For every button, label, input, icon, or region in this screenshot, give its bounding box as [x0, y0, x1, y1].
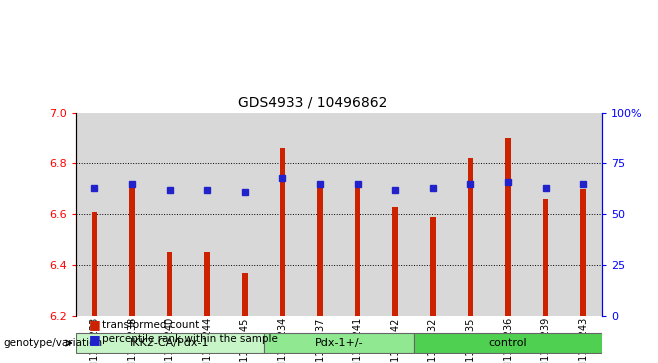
Text: control: control — [489, 338, 527, 348]
Text: genotype/variation: genotype/variation — [3, 338, 103, 348]
Bar — [91, 212, 97, 316]
Bar — [451, 113, 490, 316]
Bar — [301, 113, 339, 316]
Bar — [430, 217, 436, 316]
Bar — [468, 158, 473, 316]
Bar — [205, 252, 210, 316]
FancyBboxPatch shape — [76, 333, 264, 353]
Bar — [580, 189, 586, 316]
Bar — [188, 113, 226, 316]
Bar — [527, 113, 565, 316]
Bar — [505, 138, 511, 316]
Bar — [167, 252, 172, 316]
Bar — [543, 199, 549, 316]
Bar — [339, 113, 376, 316]
Title: GDS4933 / 10496862: GDS4933 / 10496862 — [238, 96, 388, 110]
Bar — [317, 184, 323, 316]
FancyBboxPatch shape — [414, 333, 602, 353]
Bar — [414, 113, 451, 316]
Text: ■: ■ — [89, 333, 101, 346]
Bar — [355, 181, 361, 316]
Bar — [376, 113, 414, 316]
Bar — [226, 113, 264, 316]
Bar — [392, 207, 398, 316]
Bar — [264, 113, 301, 316]
Bar — [565, 113, 602, 316]
Bar — [113, 113, 151, 316]
Text: Pdx-1+/-: Pdx-1+/- — [315, 338, 363, 348]
Text: IKK2-CA/Pdx-1: IKK2-CA/Pdx-1 — [130, 338, 209, 348]
Text: transformed count: transformed count — [102, 320, 199, 330]
Bar — [242, 273, 247, 316]
Bar — [76, 113, 113, 316]
FancyBboxPatch shape — [264, 333, 414, 353]
Text: percentile rank within the sample: percentile rank within the sample — [102, 334, 278, 344]
Bar — [129, 184, 135, 316]
Text: ■: ■ — [89, 318, 101, 331]
Bar — [280, 148, 286, 316]
Bar — [151, 113, 188, 316]
Bar — [490, 113, 527, 316]
